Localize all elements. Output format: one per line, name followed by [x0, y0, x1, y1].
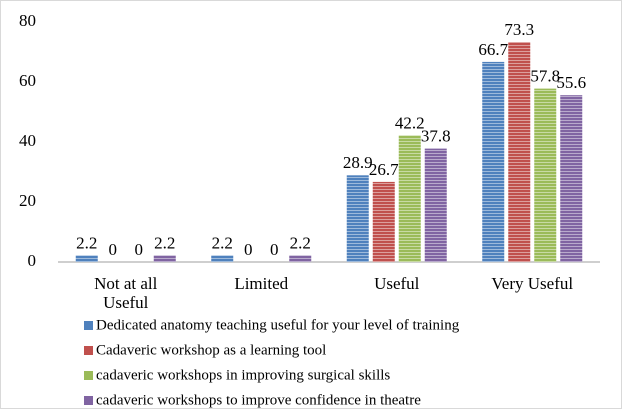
- data-label: 55.6: [556, 73, 586, 92]
- bar: [372, 181, 395, 262]
- bar: [482, 61, 505, 263]
- legend-label: Dedicated anatomy teaching useful for yo…: [96, 317, 460, 333]
- legend-swatch: [84, 346, 93, 355]
- bar: [424, 148, 447, 262]
- data-label: 37.8: [421, 127, 451, 146]
- bar: [289, 255, 312, 262]
- legend-swatch: [84, 371, 93, 380]
- bar: [398, 135, 421, 262]
- data-label: 0: [109, 240, 118, 259]
- bar: [153, 255, 176, 262]
- legend-label: Cadaveric workshop as a learning tool: [96, 342, 326, 358]
- data-label: 28.9: [343, 153, 373, 172]
- x-tick-label: Limited: [234, 274, 289, 293]
- bar: [560, 95, 583, 262]
- y-tick-label: 40: [19, 131, 36, 150]
- x-tick-label: Very Useful: [491, 274, 574, 293]
- bar: [346, 175, 369, 262]
- y-tick-label: 20: [19, 191, 36, 210]
- data-label: 42.2: [395, 113, 425, 132]
- data-label: 0: [270, 240, 279, 259]
- data-label: 57.8: [530, 67, 560, 86]
- data-label: 2.2: [290, 233, 311, 252]
- x-tick-label: Useful: [374, 274, 420, 293]
- data-label: 66.7: [478, 40, 508, 59]
- data-label: 0: [244, 240, 253, 259]
- y-tick-label: 80: [19, 11, 36, 30]
- bar: [75, 255, 98, 262]
- bar: [211, 255, 234, 262]
- data-label: 2.2: [212, 233, 233, 252]
- x-tick-label: Not at all Useful: [94, 274, 158, 312]
- bar: [534, 88, 557, 262]
- data-label: 26.7: [369, 160, 399, 179]
- legend-label: cadaveric workshops to improve confidenc…: [96, 392, 421, 408]
- legend-label: cadaveric workshops in improving surgica…: [96, 367, 390, 383]
- y-tick-label: 60: [19, 71, 36, 90]
- data-label: 2.2: [76, 233, 97, 252]
- bar: [508, 42, 531, 262]
- data-label: 0: [135, 240, 144, 259]
- legend-swatch: [84, 396, 93, 405]
- legend-swatch: [84, 321, 93, 330]
- data-label: 2.2: [154, 233, 175, 252]
- data-label: 73.3: [504, 20, 534, 39]
- y-tick-label: 0: [28, 251, 37, 270]
